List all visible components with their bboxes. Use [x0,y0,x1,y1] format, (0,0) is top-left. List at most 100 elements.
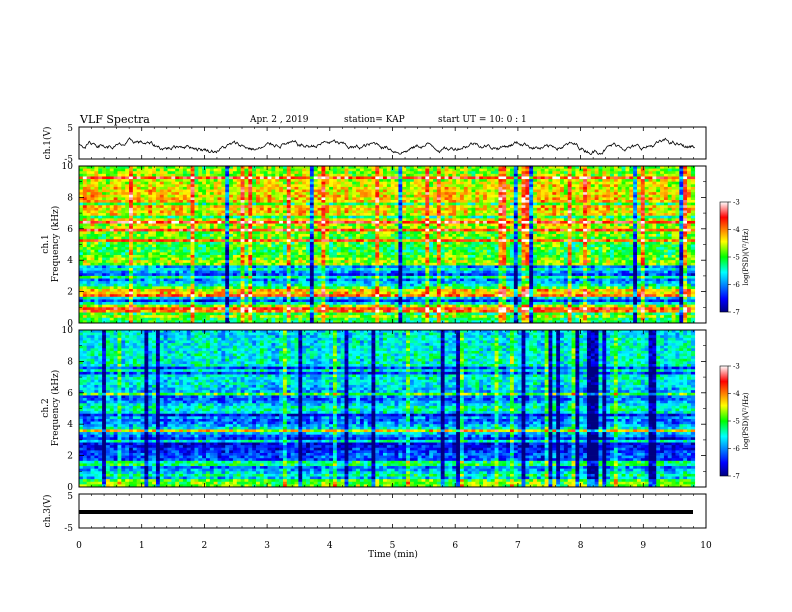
spectrogram-cell [413,171,418,175]
spectrogram-cell [690,207,696,211]
spectrogram-cell [259,231,265,235]
spectrogram-cell [202,231,207,235]
spectrogram-cell [575,189,580,193]
spectrogram-cell [275,236,280,240]
spectrogram-cell [663,241,669,245]
spectrogram-cell [656,184,661,188]
spectrogram-cell [275,176,280,180]
spectrogram-cell [579,200,584,203]
spectrogram-cell [259,220,265,224]
spectrogram-cell [79,179,84,183]
spectrogram-cell [556,223,561,227]
spectrogram-cell [606,186,611,190]
spectrogram-cell [113,184,118,188]
spectrogram-cell [621,215,626,219]
spectrogram-cell [479,228,484,232]
spectrogram-cell [182,205,188,209]
spectrogram-cell [313,215,318,219]
spectrogram-cell [448,239,453,243]
spectrogram-cell [271,210,276,214]
spectrogram-cell [413,228,418,232]
spectrogram-cell [279,228,284,232]
spectrogram-cell [575,244,580,248]
spectrogram-cell [190,192,195,196]
spectrogram-cell [221,231,226,235]
spectrogram-cell [202,215,207,219]
spectrogram-cell [529,220,534,224]
spectrogram-cell [113,171,118,175]
spectrogram-cell [502,223,507,227]
spectrogram-cell [152,226,157,230]
spectrogram-cell [402,226,407,230]
spectrogram-cell [636,223,642,227]
spectrogram-cell [571,197,576,201]
spectrogram-cell [579,184,584,188]
spectrogram-cell [459,228,465,232]
spectrogram-cell [144,202,149,206]
spectrogram-cell [217,173,222,177]
spectrogram-cell [82,166,88,169]
spectrogram-cell [256,207,261,211]
spectrogram-cell [186,194,191,198]
spectrogram-cell [436,223,442,227]
spectrogram-cell [182,244,188,248]
spectrogram-cell [567,236,572,240]
spectrogram-cell [167,213,172,217]
spectrogram-cell [490,205,495,209]
spectrogram-cell [82,168,88,172]
spectrogram-cell [575,176,580,180]
spectrogram-cell [417,200,422,203]
spectrogram-cell [429,213,434,217]
spectrogram-cell [394,173,399,177]
spectrogram-cell [298,173,303,177]
spectrogram-cell [132,236,138,240]
spectrogram-cell [383,194,388,198]
spectrogram-cell [398,220,403,224]
spectrogram-cell [186,215,191,219]
spectrogram-cell [525,189,530,193]
spectrogram-cell [217,184,222,188]
spectrogram-cell [433,231,438,235]
spectrogram-cell [171,207,176,211]
spectrogram-cell [394,223,399,227]
spectrogram-cell [336,179,342,183]
spectrogram-cell [167,247,172,251]
spectrogram-cell [444,176,449,180]
spectrogram-cell [309,186,315,190]
spectrogram-cell [321,194,326,198]
spectrogram-cell [417,244,422,248]
spectrogram-cell [463,205,469,209]
spectrogram-cell [205,220,211,224]
spectrogram-cell [129,218,134,222]
spectrogram-cell [136,186,141,190]
spectrogram-cell [383,166,388,169]
spectrogram-cell [456,239,461,243]
spectrogram-cell [209,207,215,211]
spectrogram-cell [117,189,122,193]
spectrogram-cell [660,171,665,175]
spectrogram-cell [383,168,388,172]
spectrogram-cell [229,189,234,193]
spectrogram-cell [79,228,84,232]
spectrogram-cell [613,215,619,219]
spectrogram-cell [644,220,649,224]
spectrogram-cell [94,200,99,203]
spectrogram-cell [94,166,99,169]
spectrogram-cell [102,226,107,230]
spectrogram-cell [536,200,542,203]
spectrogram-cell [625,186,630,190]
spectrogram-cell [406,241,411,245]
spectrogram-cell [563,218,569,222]
spectrogram-cell [467,194,472,198]
spectrogram-cell [282,215,288,219]
spectrogram-cell [129,197,134,201]
spectrogram-cell [586,179,592,183]
spectrogram-cell [598,166,603,169]
spectrogram-cell [275,231,280,235]
spectrogram-cell [306,200,311,203]
spectrogram-cell [513,239,519,243]
spectrogram-cell [456,231,461,235]
spectrogram-cell [390,168,395,172]
spectrogram-cell [109,228,114,232]
spectrogram-cell [263,194,268,198]
